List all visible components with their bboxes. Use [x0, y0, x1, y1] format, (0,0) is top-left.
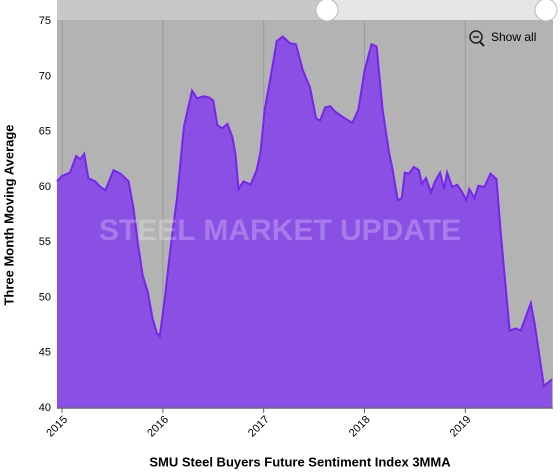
line — [56, 35, 553, 388]
y-tick-label: 60 — [39, 181, 51, 193]
plot — [56, 20, 553, 408]
x-tick-label: 2015 — [44, 414, 70, 440]
zoom-icon — [469, 30, 483, 44]
show-all-button[interactable]: Show all — [469, 30, 536, 47]
watermark: STEEL MARKET UPDATE — [99, 214, 461, 247]
navigator-mask — [57, 0, 327, 20]
chart-title: SMU Steel Buyers Future Sentiment Index … — [149, 454, 451, 469]
navigator-handle[interactable] — [534, 0, 558, 22]
x-tick-label: 2018 — [347, 414, 373, 440]
area — [57, 36, 552, 408]
y-axis-label: Three Month Moving Average — [1, 124, 16, 305]
navigator-handle[interactable] — [315, 0, 339, 22]
y-tick-label: 55 — [39, 236, 51, 248]
y-tick-label: 75 — [39, 15, 51, 27]
y-tick-label: 40 — [39, 402, 51, 414]
x-tick-label: 2016 — [145, 414, 171, 440]
button-label[interactable]: Show all — [491, 30, 536, 44]
y-tick-label: 45 — [39, 347, 51, 359]
y-tick-label: 70 — [39, 70, 51, 82]
zoom-icon — [479, 41, 485, 47]
x-tick-label: 2019 — [448, 414, 474, 440]
y-tick-label: 65 — [39, 126, 51, 138]
x-tick-label: 2017 — [246, 414, 272, 440]
y-tick-label: 50 — [39, 291, 51, 303]
